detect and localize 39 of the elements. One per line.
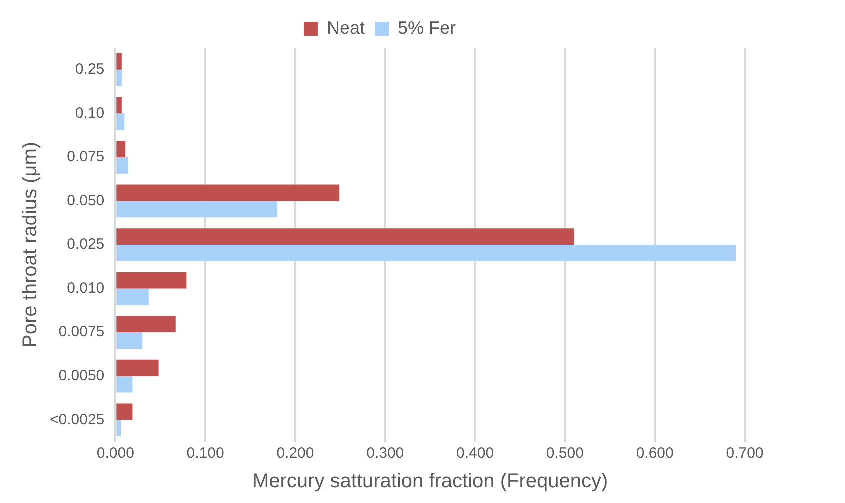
y-tick-label: 0.050 — [67, 192, 105, 210]
bar — [116, 201, 278, 218]
bar — [116, 376, 133, 393]
bar — [116, 141, 126, 158]
y-tick-label: 0.0075 — [58, 324, 105, 341]
x-tick-label: 0.300 — [366, 445, 404, 462]
legend-label: Neat — [326, 18, 366, 38]
x-tick-label: 0.000 — [96, 445, 134, 462]
bar — [116, 53, 122, 70]
x-tick-label: 0.500 — [546, 445, 584, 462]
x-tick-label: 0.600 — [636, 445, 674, 462]
bar — [116, 97, 122, 114]
y-tick-label: 0.25 — [75, 61, 105, 78]
y-tick-label: 0.10 — [75, 104, 105, 122]
bar — [116, 420, 122, 437]
y-tick-label: 0.075 — [67, 148, 105, 166]
bar — [116, 228, 574, 245]
bar — [116, 70, 122, 86]
bar — [116, 272, 187, 289]
y-tick-label: 0.025 — [67, 236, 105, 254]
x-tick-label: 0.200 — [276, 445, 314, 462]
bar — [116, 360, 159, 376]
y-tick-label: 0.0050 — [58, 367, 105, 384]
bar — [116, 157, 128, 174]
y-tick-label: 0.010 — [67, 280, 105, 297]
y-tick-label: <0.0025 — [50, 411, 105, 428]
x-tick-label: 0.100 — [186, 445, 224, 462]
bar — [116, 184, 340, 202]
bar — [116, 245, 736, 262]
bar — [116, 316, 176, 333]
legend-label: 5% Fer — [398, 18, 456, 38]
bar — [116, 404, 133, 420]
bar — [116, 332, 143, 349]
x-axis-title: Mercury satturation fraction (Frequency) — [252, 470, 608, 493]
bar — [116, 114, 125, 130]
bar — [116, 288, 149, 306]
x-tick-label: 0.400 — [456, 445, 494, 462]
x-tick-label: 0.700 — [726, 445, 764, 462]
y-axis-title: Pore throat radius (μm) — [20, 142, 42, 348]
